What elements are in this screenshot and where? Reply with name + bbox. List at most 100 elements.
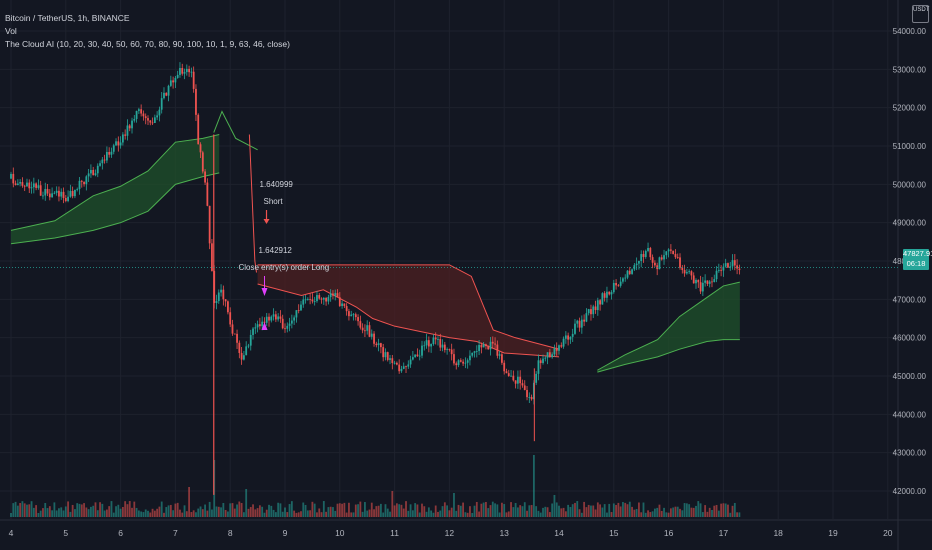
candle-body	[39, 185, 42, 196]
candle-body	[384, 352, 387, 358]
candle-body	[55, 190, 58, 193]
volume-bar	[229, 503, 232, 517]
volume-bar	[220, 507, 222, 517]
volume-bar	[491, 501, 494, 517]
volume-bar	[736, 512, 738, 517]
candle-body	[633, 265, 636, 270]
candle-body	[708, 281, 711, 284]
price-drop-line	[248, 134, 257, 273]
candle-body	[475, 351, 478, 352]
x-tick-label: 5	[63, 528, 68, 538]
candle-body	[240, 352, 243, 360]
candle-body	[48, 193, 51, 198]
volume-bar	[558, 505, 560, 517]
candle-body	[405, 366, 407, 368]
candle-body	[112, 145, 115, 152]
candle-body	[398, 364, 401, 372]
volume-bar	[51, 510, 53, 517]
candle-body	[448, 349, 451, 350]
volume-bar	[185, 511, 188, 517]
candle-body	[190, 71, 193, 73]
volume-bar	[67, 501, 69, 517]
close-arrow-icon	[261, 288, 268, 296]
volume-bar	[96, 510, 99, 517]
volume-bar	[523, 502, 526, 517]
candle-body	[147, 118, 149, 121]
volume-bar	[626, 504, 629, 517]
volume-legend[interactable]: Vol	[5, 26, 17, 36]
candle-body	[12, 173, 15, 184]
candle-body	[101, 159, 104, 164]
candle-body	[233, 333, 236, 335]
volume-bar	[133, 501, 136, 517]
candle-body	[297, 310, 300, 311]
volume-bar	[564, 511, 567, 517]
volume-bar	[325, 511, 327, 517]
volume-bar	[462, 502, 464, 517]
candle-body	[229, 312, 232, 325]
volume-bar	[181, 512, 184, 517]
candle-body	[286, 325, 289, 329]
volume-bar	[631, 506, 633, 517]
volume-bar	[350, 512, 353, 517]
volume-bar	[53, 502, 56, 517]
candle-body	[309, 299, 312, 300]
volume-bar	[665, 512, 668, 517]
candle-body	[685, 272, 688, 274]
volume-bar	[542, 507, 544, 517]
candle-body	[74, 189, 76, 197]
volume-bar	[446, 505, 449, 517]
volume-bar	[227, 511, 229, 517]
volume-bar	[482, 502, 485, 517]
candle-body	[258, 324, 261, 327]
volume-bar	[674, 506, 677, 517]
volume-bar	[669, 508, 672, 517]
volume-bar	[80, 504, 83, 517]
volume-bar	[478, 511, 480, 517]
volume-bar	[697, 501, 700, 517]
volume-bar	[503, 504, 506, 517]
candle-body	[215, 301, 218, 303]
volume-bar	[704, 505, 707, 517]
volume-bar	[583, 501, 586, 517]
candle-body	[375, 343, 378, 346]
volume-bar	[270, 505, 273, 517]
volume-bar	[284, 507, 286, 517]
candle-body	[121, 134, 124, 143]
candle-body	[343, 303, 346, 307]
volume-bar	[224, 509, 227, 517]
candle-body	[610, 292, 613, 295]
volume-bar	[62, 510, 65, 517]
candle-body	[617, 285, 620, 287]
candle-body	[133, 118, 136, 121]
candle-body	[638, 261, 640, 264]
red-cloud	[257, 264, 559, 357]
red-cloud-lower	[257, 283, 560, 358]
candle-body	[464, 362, 467, 364]
volume-bar	[263, 512, 266, 517]
volume-bar	[103, 510, 106, 517]
candle-body	[421, 345, 423, 356]
candle-body	[316, 295, 318, 302]
volume-bar	[140, 511, 143, 517]
volume-bar	[279, 503, 282, 517]
currency-button[interactable]: USDT	[912, 5, 929, 23]
volume-bar	[617, 502, 620, 517]
green-cloud-late-lower	[597, 339, 740, 373]
candle-body	[320, 298, 323, 300]
symbol-legend[interactable]: Bitcoin / TetherUS, 1h, BINANCE	[5, 13, 130, 23]
candle-body	[642, 254, 645, 257]
volume-bar	[395, 503, 398, 517]
indicator-legend[interactable]: The Cloud AI (10, 20, 30, 40, 50, 60, 70…	[5, 39, 290, 49]
volume-bar	[578, 509, 581, 517]
candle-body	[153, 117, 156, 124]
volume-bar	[505, 512, 508, 517]
candle-body	[487, 345, 490, 350]
volume-bar	[366, 510, 369, 517]
candle-body	[99, 163, 101, 166]
candle-body	[738, 268, 741, 271]
candle-body	[688, 271, 691, 273]
candle-body	[304, 299, 307, 301]
x-tick-label: 14	[554, 528, 564, 538]
